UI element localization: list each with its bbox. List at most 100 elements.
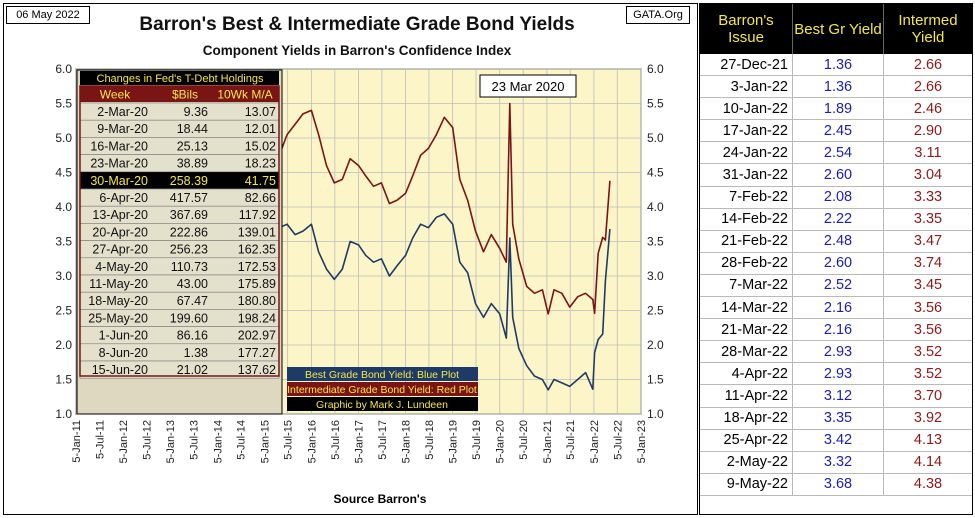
x-tick-label: 5-Jul-16 [330, 420, 342, 460]
best-yield-cell: 3.68 [792, 473, 884, 496]
y-tick-label-left: 1.0 [55, 407, 72, 421]
inset-week-cell: 18-May-20 [88, 294, 148, 308]
x-tick-label: 5-Jan-23 [636, 420, 648, 463]
inset-ma-cell: 18.23 [245, 157, 276, 171]
yield-table-header: Barron's Issue Best Gr Yield Intermed Yi… [700, 4, 972, 54]
best-yield-cell: 3.12 [792, 384, 884, 408]
best-yield-cell: 2.93 [792, 340, 884, 364]
inset-row: 2-Mar-20 9.36 13.07 [79, 102, 280, 121]
y-tick-label-left: 5.0 [55, 131, 72, 145]
y-tick-label-right: 1.0 [647, 407, 664, 421]
inset-ma-cell: 13.07 [245, 105, 276, 119]
table-row: 10-Jan-22 1.89 2.46 [700, 97, 972, 121]
inset-week-cell: 9-Mar-20 [97, 122, 148, 136]
intermed-yield-cell: 4.13 [883, 429, 972, 452]
x-tick-label: 5-Jan-16 [306, 420, 318, 463]
inset-ma-cell: 202.97 [238, 329, 276, 343]
intermed-yield-cell: 2.66 [883, 75, 972, 99]
inset-bils-cell: 367.69 [170, 208, 208, 222]
inset-week-cell: 23-Mar-20 [90, 157, 148, 171]
y-tick-label-left: 3.5 [55, 235, 72, 249]
x-tick-label: 5-Jan-18 [401, 420, 413, 463]
inset-ma-cell: 41.75 [245, 174, 276, 188]
table-row: 11-Apr-22 3.12 3.70 [700, 384, 972, 408]
x-tick-label: 5-Jan-14 [212, 420, 224, 463]
best-yield-cell: 3.42 [792, 429, 884, 452]
inset-week-cell: 30-Mar-20 [90, 174, 148, 188]
inset-row: 11-May-20 43.00 175.89 [79, 274, 280, 293]
y-tick-label-right: 1.5 [647, 373, 664, 387]
inset-week-cell: 20-Apr-20 [92, 225, 148, 239]
x-tick-label: 5-Jan-12 [118, 420, 130, 463]
inset-week-cell: 27-Apr-20 [92, 243, 148, 257]
inset-bils-cell: 25.13 [177, 139, 208, 153]
chart-subtitle: Component Yields in Barron's Confidence … [202, 43, 512, 58]
intermed-yield-cell: 3.04 [883, 163, 972, 187]
y-tick-label-left: 1.5 [55, 373, 72, 387]
best-yield-cell: 2.16 [792, 318, 884, 342]
table-row: 2-May-22 3.32 4.14 [700, 451, 972, 474]
table-row: 18-Apr-22 3.35 3.92 [700, 407, 972, 430]
x-tick-label: 5-Jan-11 [71, 420, 83, 463]
inset-row: 6-Apr-20 417.57 82.66 [79, 188, 280, 207]
x-tick-label: 5-Jan-15 [259, 420, 271, 463]
intermed-yield-cell: 4.38 [883, 473, 972, 496]
inset-col-week: Week [100, 88, 131, 102]
table-row: 24-Jan-22 2.54 3.11 [700, 141, 972, 165]
y-tick-label-left: 4.0 [55, 200, 72, 214]
issue-date-cell: 31-Jan-22 [700, 163, 793, 187]
inset-row: 20-Apr-20 222.86 139.01 [79, 223, 280, 241]
best-yield-cell: 3.32 [792, 451, 884, 474]
x-tick-label: 5-Jul-18 [424, 420, 436, 460]
issue-date-cell: 21-Feb-22 [700, 230, 793, 253]
inset-title: Changes in Fed's T-Debt Holdings [97, 73, 264, 85]
issue-date-cell: 7-Feb-22 [700, 186, 793, 209]
issue-date-cell: 9-May-22 [700, 473, 793, 496]
inset-row: 27-Apr-20 256.23 162.35 [79, 240, 280, 259]
inset-bils-cell: 67.47 [177, 294, 208, 308]
legend-red-label: Intermediate Grade Bond Yield: Red Plot [287, 384, 477, 396]
issue-date-cell: 14-Feb-22 [700, 208, 793, 231]
inset-week-cell: 1-Jun-20 [99, 329, 148, 343]
y-tick-label-left: 6.0 [55, 62, 72, 76]
inset-week-cell: 4-May-20 [95, 260, 148, 274]
best-yield-cell: 1.36 [792, 54, 884, 77]
inset-row: 15-Jun-20 21.02 137.62 [79, 360, 280, 379]
issue-date-cell: 10-Jan-22 [700, 97, 793, 121]
issue-date-cell: 17-Jan-22 [700, 119, 793, 143]
y-tick-label-right: 3.0 [647, 269, 664, 283]
yield-chart: 1.0 1.5 2.0 2.5 3.0 3.5 4.0 4.5 5.0 5.5 6.0 1.0 1.5… [55, 62, 664, 463]
x-tick-label: 5-Jan-13 [165, 420, 177, 463]
inset-ma-border [79, 85, 280, 377]
intermed-yield-cell: 3.35 [883, 208, 972, 231]
table-row: 27-Dec-21 1.36 2.66 [700, 54, 972, 77]
intermed-yield-cell: 3.74 [883, 252, 972, 275]
intermed-yield-cell: 2.66 [883, 54, 972, 77]
inset-row: 23-Mar-20 38.89 18.23 [79, 154, 280, 173]
intermed-yield-cell: 2.90 [883, 119, 972, 143]
intermed-yield-cell: 3.70 [883, 384, 972, 408]
intermed-yield-cell: 4.14 [883, 451, 972, 474]
issue-date-cell: 18-Apr-22 [700, 407, 793, 430]
date-label: 06 May 2022 [6, 6, 90, 24]
issue-date-cell: 25-Apr-22 [700, 429, 793, 452]
inset-row: 16-Mar-20 25.13 15.02 [79, 137, 280, 155]
inset-ma-cell: 180.80 [238, 294, 276, 308]
inset-week-cell: 15-Jun-20 [92, 363, 148, 377]
callout-box [479, 74, 577, 98]
best-yield-cell: 2.22 [792, 208, 884, 231]
inset-bils-cell: 38.89 [177, 157, 208, 171]
inset-ma-cell: 137.62 [238, 363, 276, 377]
inset-col-ma: 10Wk M/A [217, 88, 272, 102]
y-tick-label-right: 3.5 [647, 235, 664, 249]
best-yield-cell: 2.93 [792, 362, 884, 386]
inset-ma-cell: 177.27 [238, 346, 276, 360]
x-tick-label: 5-Jul-12 [142, 420, 154, 460]
x-tick-label: 5-Jan-22 [589, 420, 601, 463]
table-row: 21-Mar-22 2.16 3.56 [700, 318, 972, 342]
inset-ma-cell: 198.24 [238, 311, 276, 325]
y-tick-label-left: 4.5 [55, 166, 72, 180]
inset-week-cell: 13-Apr-20 [92, 208, 148, 222]
x-tick-label: 5-Jul-13 [189, 420, 201, 460]
